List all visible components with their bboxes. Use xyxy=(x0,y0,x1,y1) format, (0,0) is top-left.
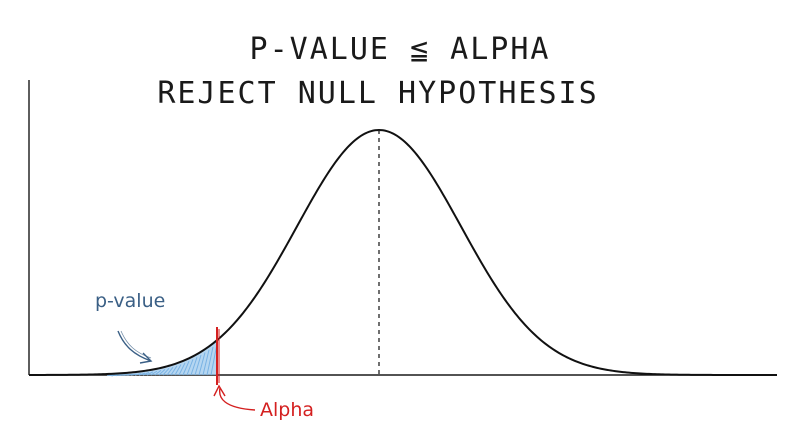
p-value-hatch xyxy=(202,349,210,376)
p-value-label: p-value xyxy=(95,290,165,312)
diagram-title: P-VALUE ≦ ALPHA REJECT NULL HYPOTHESIS xyxy=(0,28,800,116)
p-value-hatch xyxy=(178,362,186,376)
alpha-label: Alpha xyxy=(260,399,314,421)
p-value-hatch xyxy=(194,354,202,376)
p-value-hatch xyxy=(130,373,138,376)
p-value-hatch xyxy=(142,372,150,376)
p-value-hatch xyxy=(182,361,190,376)
p-value-hatch xyxy=(106,374,114,377)
p-value-fill xyxy=(105,340,217,375)
bell-curve xyxy=(29,128,777,376)
p-value-arrow-head xyxy=(139,352,153,364)
p-value-hatch xyxy=(206,346,214,376)
p-value-hatch xyxy=(134,373,142,376)
p-value-hatch xyxy=(190,357,198,376)
p-value-arrow-icon xyxy=(117,330,152,362)
p-value-hatch xyxy=(138,372,146,376)
p-value-hatch xyxy=(166,366,174,376)
p-value-hatch xyxy=(198,352,206,376)
title-line-1: P-VALUE ≦ ALPHA xyxy=(249,32,551,67)
p-value-hatch xyxy=(186,359,194,376)
p-value-hatch xyxy=(150,370,158,376)
alpha-arrow-icon xyxy=(218,387,256,411)
p-value-hatch xyxy=(158,369,166,376)
title-line-2: REJECT NULL HYPOTHESIS xyxy=(157,76,599,111)
p-value-shaded-area xyxy=(105,340,218,377)
p-value-hatch xyxy=(146,371,154,376)
p-value-hatch xyxy=(174,364,182,376)
alpha-arrow-head xyxy=(213,384,226,397)
p-value-hatch xyxy=(154,369,162,376)
p-value-hatch xyxy=(170,365,178,376)
alpha-critical-line xyxy=(216,327,220,385)
p-value-hatch xyxy=(162,368,170,376)
